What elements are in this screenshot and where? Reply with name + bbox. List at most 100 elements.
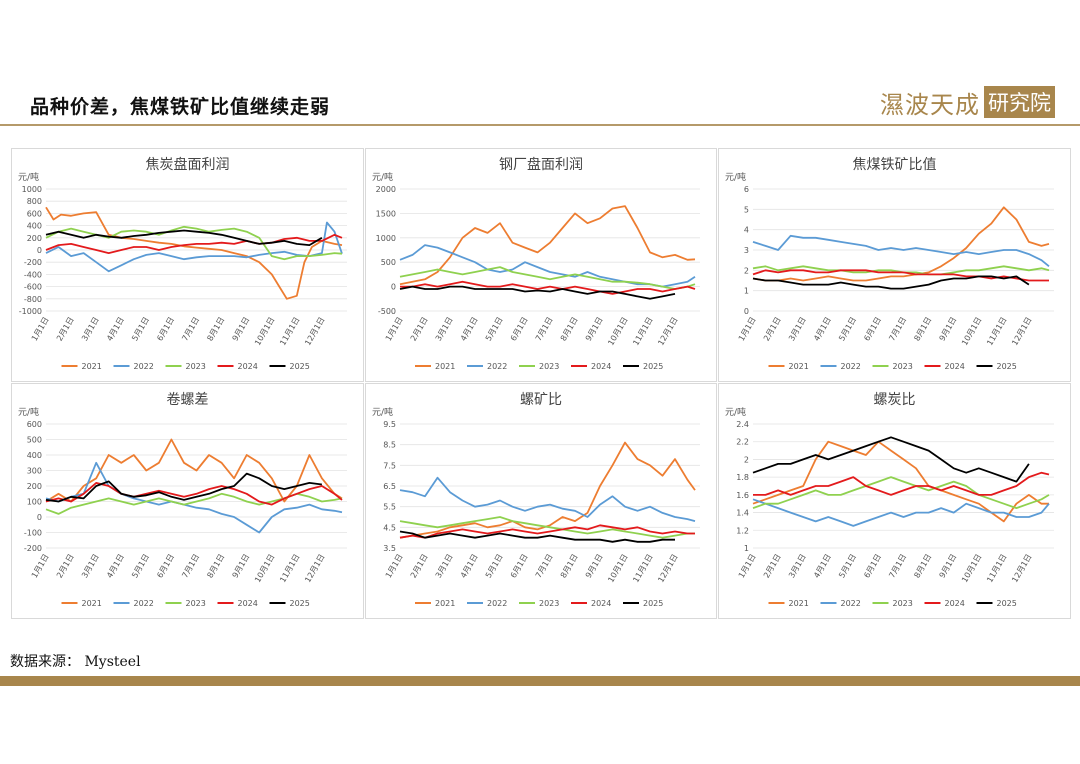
y-tick-label: 2000 <box>376 185 396 194</box>
series-line-2024 <box>753 471 1050 496</box>
x-tick-label: 1月1日 <box>737 553 758 580</box>
series-line-2024 <box>399 524 695 539</box>
legend-label-2022: 2022 <box>841 362 861 371</box>
x-tick-label: 10月1日 <box>606 553 629 585</box>
x-tick-label: 5月1日 <box>837 553 858 580</box>
x-tick-label: 4月1日 <box>105 553 126 580</box>
x-tick-label: 7月1日 <box>887 316 908 343</box>
y-tick-label: 1.4 <box>736 509 749 518</box>
x-tick-label: 8月1日 <box>559 316 580 343</box>
series-line-2025 <box>399 530 675 543</box>
y-tick-label: 2 <box>744 266 749 275</box>
y-tick-label: 600 <box>27 420 42 429</box>
legend-label-2023: 2023 <box>186 599 206 608</box>
y-axis-unit: 元/吨 <box>372 406 393 418</box>
chart-title: 钢厂盘面利润 <box>499 156 583 173</box>
y-axis-unit: 元/吨 <box>725 406 746 418</box>
series-line-2022 <box>399 476 696 522</box>
series-line-2025 <box>752 436 1030 483</box>
x-tick-label: 3月1日 <box>434 316 455 343</box>
legend-label-2024: 2024 <box>238 599 258 608</box>
legend-label-2025: 2025 <box>997 362 1017 371</box>
x-tick-label: 1月1日 <box>384 316 405 343</box>
x-tick-label: 6月1日 <box>509 316 530 343</box>
chart-panel-5: 螺矿比 元/吨 3.5 4.5 5.5 6.5 7.5 8.5 9.5 1月1日 2月1日 3月1日 4… <box>365 383 717 619</box>
y-axis-unit: 元/吨 <box>18 171 39 183</box>
legend-label-2021: 2021 <box>789 599 809 608</box>
y-tick-label: 5 <box>744 205 749 214</box>
y-tick-label: -200 <box>24 544 42 553</box>
x-tick-label: 2月1日 <box>762 316 783 343</box>
y-tick-label: 1500 <box>376 209 396 218</box>
legend-label-2021: 2021 <box>82 599 102 608</box>
brand-logo: 濕波天成 研究院 <box>880 86 1055 119</box>
y-tick-label: 500 <box>381 258 396 267</box>
legend-label-2021: 2021 <box>435 362 455 371</box>
y-tick-label: 1.6 <box>736 491 749 500</box>
x-tick-label: 6月1日 <box>509 553 530 580</box>
y-tick-label: 4.5 <box>383 523 396 532</box>
series-line-2021 <box>399 441 696 539</box>
legend-label-2023: 2023 <box>893 599 913 608</box>
chart-panel-6: 螺炭比 元/吨 1 1.2 1.4 1.6 1.8 2 2.2 2.4 1月1日 2月1日 3月1日 4月… <box>718 383 1071 619</box>
legend-label-2025: 2025 <box>997 599 1017 608</box>
x-tick-label: 1月1日 <box>384 553 405 580</box>
series-line-2021 <box>399 205 696 286</box>
x-tick-label: 9月1日 <box>938 553 959 580</box>
x-tick-label: 8月1日 <box>205 553 226 580</box>
x-tick-label: 2月1日 <box>409 553 430 580</box>
x-tick-label: 4月1日 <box>812 553 833 580</box>
legend-label-2025: 2025 <box>643 362 663 371</box>
x-tick-label: 1月1日 <box>30 316 51 343</box>
legend-label-2025: 2025 <box>643 599 663 608</box>
series-line-2023 <box>399 266 696 290</box>
y-tick-label: 300 <box>27 467 42 476</box>
y-tick-label: 800 <box>27 197 42 206</box>
series-line-2024 <box>400 280 696 295</box>
x-tick-label: 8月1日 <box>205 316 226 343</box>
legend-label-2022: 2022 <box>134 362 154 371</box>
x-tick-label: 12月1日 <box>656 553 679 585</box>
y-tick-label: -400 <box>24 270 42 279</box>
x-tick-label: 9月1日 <box>584 553 605 580</box>
y-tick-label: 1000 <box>22 185 42 194</box>
x-tick-label: 2月1日 <box>55 316 76 343</box>
x-tick-label: 4月1日 <box>459 316 480 343</box>
y-tick-label: 1.2 <box>736 526 749 535</box>
legend-label-2024: 2024 <box>591 362 611 371</box>
legend-label-2023: 2023 <box>893 362 913 371</box>
series-line-2022 <box>45 461 343 534</box>
series-line-2022 <box>752 498 1050 527</box>
x-tick-label: 7月1日 <box>887 553 908 580</box>
x-tick-label: 4月1日 <box>105 316 126 343</box>
y-tick-label: 2 <box>744 455 749 464</box>
x-tick-label: 10月1日 <box>606 316 629 348</box>
y-tick-label: -200 <box>24 258 42 267</box>
x-tick-label: 2月1日 <box>409 316 430 343</box>
page-title: 品种价差，焦煤铁矿比值继续走弱 <box>30 96 331 118</box>
series-line-2022 <box>399 244 696 288</box>
legend-label-2021: 2021 <box>82 362 102 371</box>
chart-panel-4: 卷螺差 元/吨 -200 -100 0 100 200 300 400 500 600 1月1日 2月1… <box>11 383 364 619</box>
series-line-2025 <box>752 275 1030 290</box>
x-tick-label: 11月1日 <box>631 316 654 348</box>
y-tick-label: 400 <box>27 451 42 460</box>
legend-label-2022: 2022 <box>134 599 154 608</box>
chart-title: 螺炭比 <box>874 392 916 408</box>
x-tick-label: 12月1日 <box>1010 553 1033 585</box>
legend-label-2024: 2024 <box>238 362 258 371</box>
series-line-2023 <box>399 516 695 539</box>
series-line-2022 <box>752 234 1050 267</box>
legend-label-2023: 2023 <box>186 362 206 371</box>
chart-panel-1: 焦炭盘面利润 元/吨 -1000 -800 -600 -400 -200 0 200 400 600… <box>11 148 364 382</box>
y-tick-label: -1000 <box>19 307 42 316</box>
y-tick-label: 0 <box>37 246 42 255</box>
x-tick-label: 2月1日 <box>762 553 783 580</box>
legend-label-2023: 2023 <box>539 362 559 371</box>
y-tick-label: 6 <box>744 185 749 194</box>
x-tick-label: 11月1日 <box>985 316 1008 348</box>
x-tick-label: 3月1日 <box>80 553 101 580</box>
